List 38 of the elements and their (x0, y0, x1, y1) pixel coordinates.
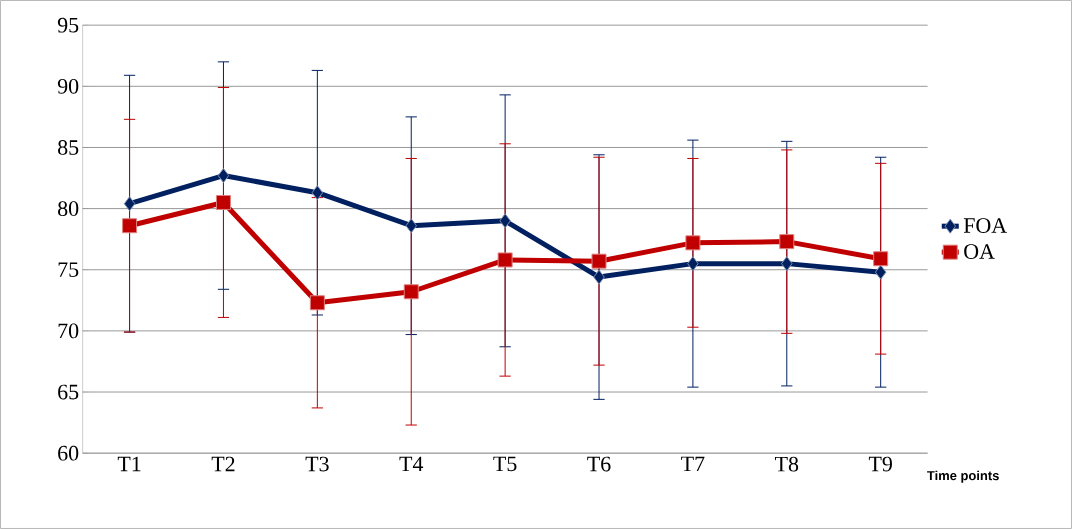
point (873, 251, 889, 267)
x-tick-label: T6 (587, 456, 611, 472)
y-tick-label: 65 (58, 384, 79, 400)
x-tick-label: T2 (211, 456, 235, 472)
point (215, 194, 231, 210)
point (779, 234, 795, 250)
legend-label: FOA (963, 218, 1007, 233)
point (497, 252, 513, 268)
point (309, 295, 325, 311)
point (591, 253, 607, 269)
point (685, 235, 701, 251)
y-tick-label: 75 (58, 262, 79, 278)
y-tick-label: 95 (57, 17, 79, 33)
x-tick-label: T4 (399, 456, 424, 472)
x-tick-label: T8 (775, 456, 799, 472)
y-tick-label: 80 (58, 201, 79, 216)
x-tick-label: T3 (305, 456, 329, 472)
y-tick-label: 70 (58, 323, 79, 339)
point (593, 269, 605, 285)
point (781, 256, 793, 272)
y-tick-label: 60 (58, 445, 79, 461)
point (405, 218, 417, 234)
y-tick-label: 85 (58, 140, 79, 155)
point (217, 168, 230, 184)
point (874, 264, 887, 280)
point (499, 213, 511, 229)
point (403, 284, 419, 300)
point (122, 218, 138, 234)
x-tick-label: T1 (117, 456, 141, 472)
legend-label: OA (964, 244, 995, 259)
point (123, 196, 136, 212)
x-axis-title: Time points (927, 470, 999, 483)
x-tick-label: T5 (493, 456, 517, 472)
point (311, 185, 324, 201)
x-tick-label: T7 (681, 456, 705, 472)
point (687, 256, 699, 272)
x-tick-label: T9 (868, 456, 892, 472)
y-tick-label: 90 (57, 78, 79, 94)
